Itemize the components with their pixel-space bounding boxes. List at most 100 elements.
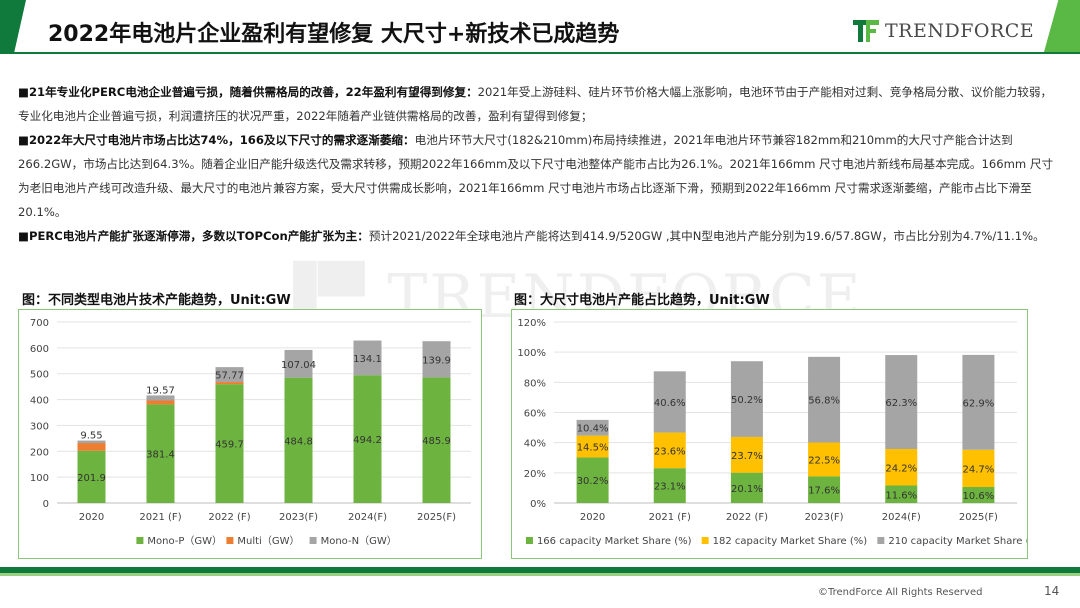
y-tick-label: 600 [30,344,49,355]
x-tick-label: 2025(F) [417,512,456,523]
x-tick-label: 2020 [79,512,104,523]
bar-segment [146,404,175,503]
y-tick-label: 300 [30,421,49,432]
page-number: 14 [1044,584,1060,598]
data-label: 30.2% [577,476,609,487]
data-label: 23.7% [731,451,763,462]
footer-bar-accent [0,573,1080,576]
y-tick-label: 200 [30,447,49,458]
bar-segment [885,485,918,503]
bar-segment [808,476,841,503]
bar-segment [215,382,244,385]
x-tick-label: 2024(F) [348,512,387,523]
bar-segment [146,395,175,401]
data-label: 201.9 [77,473,106,484]
data-label: 22.5% [808,455,840,466]
footer-copyright: ©TrendForce All Rights Reserved [818,587,983,598]
bar-segment [284,349,313,378]
bar-segment [962,449,995,488]
x-tick-label: 2020 [580,512,605,523]
y-tick-label: 0 [43,499,49,510]
data-label: 14.5% [577,443,609,454]
data-label: 50.2% [731,395,763,406]
legend-label: Mono-N（GW） [321,535,397,547]
legend-label: 166 capacity Market Share (%) [537,536,692,547]
bar-segment [576,419,609,436]
bar-segment [962,354,995,450]
bar-segment [730,472,763,503]
chart-left-frame: 0 100 200 300 400 500 600 700 2020 201.9 9.55 2021 … [18,309,482,559]
bullet-body: 2021年受上游硅料、硅片环节价格大幅上涨影响，电池环节由于产能相对过剩、竞争格… [18,85,1053,123]
data-label: 24.2% [885,463,917,474]
legend-swatch [309,537,317,544]
bar-segment [653,468,686,503]
bar-segment [284,377,313,503]
legend-swatch [877,537,885,544]
legend-swatch [701,537,709,544]
capacity-by-technology-chart: 0 100 200 300 400 500 600 700 2020 201.9 9.55 2021 … [30,318,471,547]
bar-segment [885,355,918,450]
bullet-item: ■PERC电池片产能扩张逐渐停滞，多数以TOPCon产能扩张为主：预计2021/… [18,224,1063,248]
data-label: 23.1% [654,482,686,493]
bullet-lead: ■PERC电池片产能扩张逐渐停滞，多数以TOPCon产能扩张为主： [18,229,369,243]
legend-swatch [226,537,234,544]
top-right-accent [1044,0,1080,52]
y-tick-label: 80% [524,378,546,389]
legend-label: Mono-P（GW） [147,535,222,547]
y-tick-label: 20% [524,469,546,480]
bar-segment [215,384,244,503]
data-label: 139.9 [422,355,451,366]
y-tick-label: 40% [524,439,546,450]
legend-swatch [525,537,533,544]
data-label: 40.6% [654,398,686,409]
legend-label: 182 capacity Market Share (%) [713,536,868,547]
data-label: 11.6% [885,490,917,501]
data-label: 24.7% [963,464,995,475]
y-tick-label: 60% [524,409,546,420]
data-label: 485.9 [422,436,451,447]
data-label: 10.4% [577,424,609,435]
footer-bar [0,567,1080,573]
bullet-body: 预计2021/2022年全球电池片产能将达到414.9/520GW ,其中N型电… [368,229,1045,243]
y-tick-label: 400 [30,396,49,407]
y-tick-label: 700 [30,318,49,329]
title-divider [0,52,1080,54]
x-tick-label: 2022 (F) [208,512,250,523]
bullet-list: ■21年专业化PERC电池企业普遍亏损，随着供需格局的改善，22年盈利有望得到修… [18,80,1063,248]
data-label: 459.7 [215,440,244,451]
data-label: 20.1% [731,484,763,495]
bullet-lead: ■21年专业化PERC电池企业普遍亏损，随着供需格局的改善，22年盈利有望得到修… [18,85,478,99]
brand-name: TRENDFORCE [885,20,1035,42]
legend-label: 210 capacity Market Share (%) [888,536,1027,547]
chart-right-frame: 0% 20% 40% 60% 80% 100% 120% 2020 30.2% 14.5% 10.4… [511,309,1043,559]
x-tick-label: 2021 (F) [139,512,181,523]
data-label: 381.4 [146,450,175,461]
x-tick-label: 2023(F) [279,512,318,523]
data-label: 56.8% [808,396,840,407]
y-tick-label: 100% [517,348,546,359]
bar-segment [730,361,763,437]
bar-segment [77,450,106,503]
data-label: 10.6% [963,491,995,502]
bar-segment [353,375,382,503]
bar-segment [353,340,382,376]
bar-segment [422,377,451,503]
y-tick-label: 100 [30,473,49,484]
data-label: 494.2 [353,435,382,446]
bullet-item: ■21年专业化PERC电池企业普遍亏损，随着供需格局的改善，22年盈利有望得到修… [18,80,1063,128]
bar-segment [576,435,609,458]
x-tick-label: 2024(F) [882,512,921,523]
bar-segment [576,457,609,503]
data-label: 9.55 [80,431,102,442]
data-label: 484.8 [284,436,313,447]
data-label: 107.04 [281,360,316,371]
chart-left-title: 图：不同类型电池片技术产能趋势，Unit:GW [22,293,291,308]
trendforce-logo-icon [853,20,879,42]
bar-segment [77,440,106,444]
top-left-accent [0,0,26,52]
brand-logo: TRENDFORCE [853,14,1034,48]
wafer-size-share-chart: 0% 20% 40% 60% 80% 100% 120% 2020 30.2% 14.5% 10.4… [517,318,1043,547]
bullet-item: ■2022年大尺寸电池片市场占比达74%，166及以下尺寸的需求逐渐萎缩：电池片… [18,128,1063,224]
bar-segment [962,487,995,503]
bar-segment [730,436,763,473]
